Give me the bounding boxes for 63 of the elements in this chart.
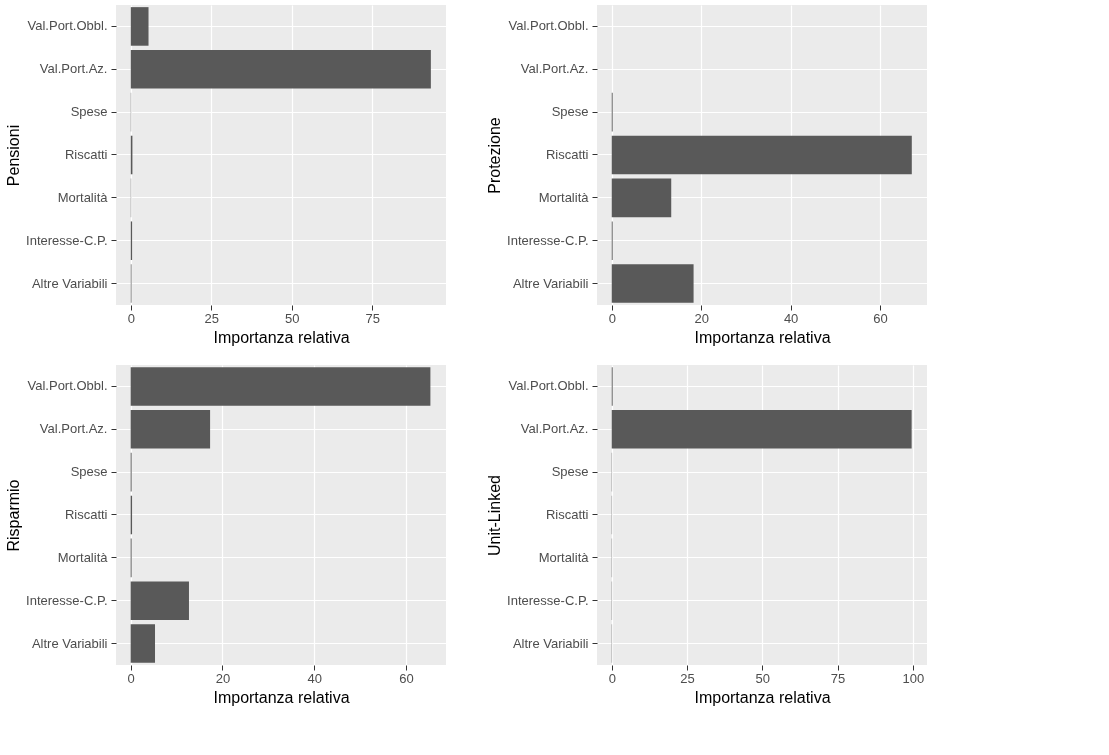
y-tick-label: Spese [551, 464, 589, 480]
y-tick-label: Interesse-C.P. [507, 232, 589, 248]
y-tick-label: Interesse-C.P. [507, 592, 589, 608]
bar [611, 135, 912, 175]
bar [611, 410, 912, 449]
x-tick-label: 0 [127, 310, 135, 326]
y-tick-label: Altre Variabili [512, 275, 589, 291]
x-tick-label: 100 [902, 670, 925, 686]
y-tick-label: Interesse-C.P. [26, 592, 108, 608]
x-tick-label: 0 [127, 670, 135, 686]
y-tick-label: Spese [551, 104, 589, 120]
y-axis-title: Protezione [486, 117, 504, 194]
y-tick-label: Val.Port.Obbl. [508, 18, 589, 34]
y-tick-label: Val.Port.Az. [520, 421, 589, 437]
y-axis-title: Unit-Linked [486, 475, 504, 556]
y-tick-label: Interesse-C.P. [26, 232, 108, 248]
x-tick-label: 25 [680, 670, 695, 686]
y-tick-label: Spese [70, 104, 108, 120]
y-tick-label: Altre Variabili [512, 635, 589, 651]
bar [130, 7, 149, 46]
y-tick-label: Riscatti [545, 507, 589, 522]
y-tick-label: Mortalità [57, 549, 109, 565]
y-axis-title: Risparmio [5, 479, 23, 552]
bar [130, 367, 431, 406]
y-tick-label: Riscatti [64, 507, 108, 522]
bar [130, 410, 211, 449]
y-tick-label: Val.Port.Az. [520, 61, 589, 77]
y-tick-label: Altre Variabili [31, 635, 108, 651]
x-tick-label: 20 [694, 310, 709, 326]
x-tick-label: 25 [204, 310, 220, 326]
y-tick-label: Mortalità [538, 189, 590, 205]
x-tick-label: 50 [285, 310, 300, 326]
x-axis-title: Importanza relativa [213, 688, 350, 706]
x-tick-label: 50 [755, 670, 771, 686]
y-tick-label: Val.Port.Obbl. [27, 18, 108, 34]
y-tick-label: Mortalità [57, 189, 109, 205]
x-tick-label: 60 [399, 670, 414, 686]
bar [130, 50, 431, 89]
x-tick-label: 60 [873, 310, 888, 326]
x-tick-label: 75 [365, 310, 381, 326]
y-tick-label: Mortalità [538, 549, 590, 565]
y-tick-label: Val.Port.Az. [39, 421, 108, 437]
x-tick-label: 40 [307, 670, 323, 686]
x-axis-title: Importanza relativa [694, 688, 831, 706]
x-axis-title: Importanza relativa [213, 328, 350, 346]
y-tick-label: Riscatti [545, 147, 589, 162]
y-tick-label: Val.Port.Az. [39, 61, 108, 77]
y-tick-label: Val.Port.Obbl. [508, 378, 589, 394]
y-axis-title: Pensioni [5, 124, 23, 187]
x-tick-label: 0 [608, 310, 616, 326]
y-tick-label: Spese [70, 464, 108, 480]
bar [130, 624, 156, 663]
bar [611, 264, 694, 303]
x-tick-label: 0 [608, 670, 616, 686]
x-tick-label: 75 [830, 670, 846, 686]
y-tick-label: Altre Variabili [31, 275, 108, 291]
y-tick-label: Riscatti [64, 147, 108, 162]
x-axis-title: Importanza relativa [694, 328, 831, 346]
y-tick-label: Val.Port.Obbl. [27, 378, 108, 394]
bar [611, 178, 672, 218]
bar [130, 581, 189, 620]
x-tick-label: 20 [215, 670, 231, 686]
x-tick-label: 40 [783, 310, 799, 326]
